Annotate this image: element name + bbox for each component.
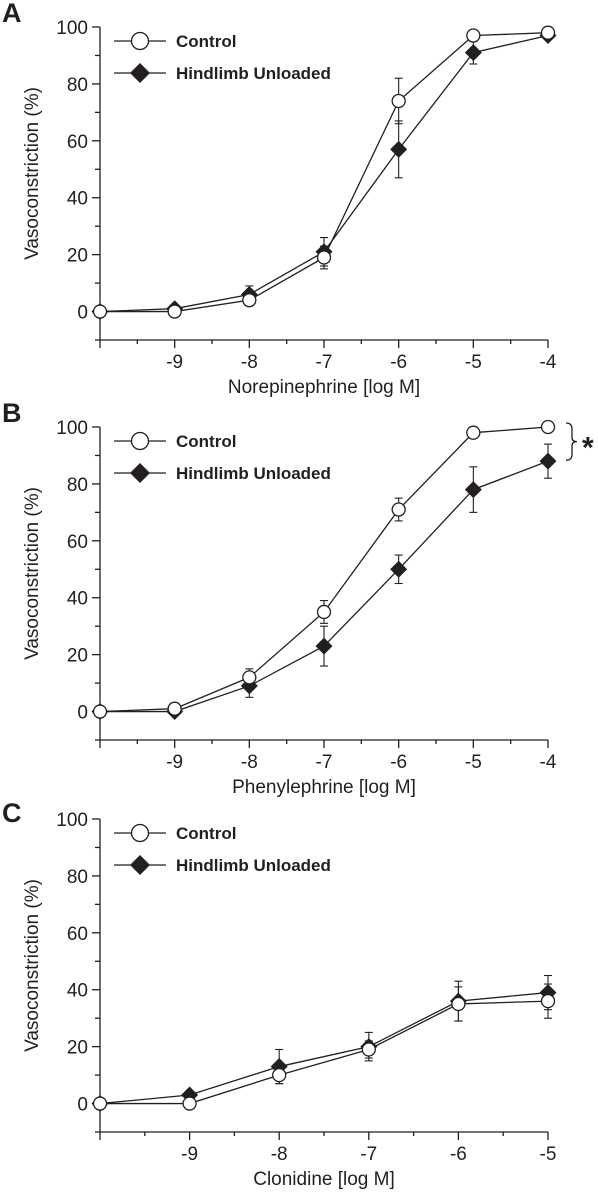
control-point xyxy=(242,293,257,308)
chart-panel-a: A 0 20 40 60 80 100 -9 -8 -7 -6 -5 -4 Norepinephrine … xyxy=(2,0,557,398)
x-tick-label: -6 xyxy=(390,752,407,773)
y-axis-label: Vasoconstriction (%) xyxy=(22,487,43,660)
control-point xyxy=(540,993,556,1009)
y-axis-label: Vasoconstriction (%) xyxy=(22,879,43,1052)
x-tick-label: -9 xyxy=(166,752,183,773)
control-point xyxy=(361,1042,376,1057)
hindlimb-unloaded-point xyxy=(464,44,482,62)
control-point xyxy=(466,28,481,43)
y-tick-label: 100 xyxy=(56,18,88,39)
legend-label-control: Control xyxy=(176,432,236,451)
legend-label-hindlimb-unloaded: Hindlimb Unloaded xyxy=(176,464,331,483)
y-tick-label: 60 xyxy=(67,924,88,945)
control-point xyxy=(540,25,556,40)
control-point xyxy=(182,1096,197,1111)
legend-label-hindlimb-unloaded: Hindlimb Unloaded xyxy=(176,64,331,83)
control-point xyxy=(92,304,108,319)
y-tick-label: 100 xyxy=(56,418,88,439)
legend-marker-control xyxy=(130,431,150,451)
control-point xyxy=(242,670,257,685)
hindlimb-unloaded-point xyxy=(390,560,408,578)
y-tick-label: 40 xyxy=(67,981,88,1002)
y-tick-label: 0 xyxy=(77,303,88,324)
significance-asterisk: * xyxy=(582,432,594,465)
control-point xyxy=(167,701,182,716)
legend: Control Hindlimb Unloaded xyxy=(114,823,331,875)
y-tick-label: 80 xyxy=(67,75,88,96)
control-point xyxy=(272,1067,287,1083)
y-axis-label: Vasoconstriction (%) xyxy=(22,87,43,260)
x-tick-label: -6 xyxy=(450,1144,467,1165)
chart-panel-c: C 0 20 40 60 80 100 -9 -8 -7 -6 -5 Clonidine [log M]… xyxy=(2,798,557,1190)
control-point xyxy=(540,419,556,435)
legend-marker-control xyxy=(130,31,150,51)
y-tick-label: 20 xyxy=(67,246,88,267)
chart-panel-b: B 0 20 40 60 80 100 -9 -8 -7 -6 -5 -4 Phenylephrine [… xyxy=(2,398,594,798)
control-point xyxy=(316,250,332,265)
x-axis-label: Clonidine [log M] xyxy=(253,1169,395,1190)
legend-marker-hindlimb-unloaded xyxy=(130,855,150,875)
y-tick-label: 100 xyxy=(56,810,88,831)
control-point xyxy=(92,1096,108,1111)
series-line-hindlimb-unloaded xyxy=(99,991,549,1105)
x-tick-label: -5 xyxy=(465,752,482,773)
y-tick-label: 60 xyxy=(67,532,88,553)
control-point xyxy=(391,93,406,109)
y-tick-label: 0 xyxy=(77,1095,88,1116)
control-point xyxy=(451,996,466,1012)
legend: Control Hindlimb Unloaded xyxy=(114,31,331,83)
y-tick-label: 20 xyxy=(67,1038,88,1059)
x-tick-label: -8 xyxy=(241,352,258,373)
x-tick-label: -8 xyxy=(241,752,258,773)
x-axis-label: Phenylephrine [log M] xyxy=(232,777,416,798)
hindlimb-unloaded-point xyxy=(390,140,408,158)
significance-bracket xyxy=(565,422,578,461)
legend-label-control: Control xyxy=(176,824,236,843)
legend-marker-hindlimb-unloaded xyxy=(130,63,150,83)
x-tick-label: -9 xyxy=(166,352,183,373)
hindlimb-unloaded-point xyxy=(539,452,557,470)
y-tick-label: 20 xyxy=(67,646,88,667)
x-tick-label: -8 xyxy=(271,1144,288,1165)
y-tick-label: 40 xyxy=(67,589,88,610)
x-tick-label: -5 xyxy=(540,1144,557,1165)
y-tick-label: 40 xyxy=(67,189,88,210)
legend-label-hindlimb-unloaded: Hindlimb Unloaded xyxy=(176,856,331,875)
x-tick-label: -6 xyxy=(390,352,407,373)
control-point xyxy=(167,304,182,319)
series-line-control xyxy=(100,1000,549,1105)
control-point xyxy=(316,604,332,620)
hindlimb-unloaded-point xyxy=(464,481,482,499)
y-tick-label: 80 xyxy=(67,475,88,496)
x-tick-label: -7 xyxy=(316,352,333,373)
x-tick-label: -4 xyxy=(540,752,557,773)
legend: Control Hindlimb Unloaded xyxy=(114,431,331,483)
control-point xyxy=(391,502,406,517)
legend-marker-hindlimb-unloaded xyxy=(130,463,150,483)
panel-letter: B xyxy=(2,398,22,428)
x-tick-label: -9 xyxy=(181,1144,198,1165)
x-tick-label: -7 xyxy=(316,752,333,773)
x-axis-label: Norepinephrine [log M] xyxy=(228,377,420,398)
control-point xyxy=(466,425,481,440)
x-tick-label: -7 xyxy=(360,1144,377,1165)
hindlimb-unloaded-point xyxy=(315,637,333,655)
legend-marker-control xyxy=(130,823,150,843)
control-point xyxy=(92,704,108,719)
series-line-hindlimb-unloaded xyxy=(100,460,549,713)
panel-letter: C xyxy=(2,798,22,828)
y-tick-label: 80 xyxy=(67,867,88,888)
legend-label-control: Control xyxy=(176,32,236,51)
y-tick-label: 60 xyxy=(67,132,88,153)
y-tick-label: 0 xyxy=(77,703,88,724)
x-tick-label: -5 xyxy=(465,352,482,373)
x-tick-label: -4 xyxy=(540,352,557,373)
panel-letter: A xyxy=(2,0,22,28)
